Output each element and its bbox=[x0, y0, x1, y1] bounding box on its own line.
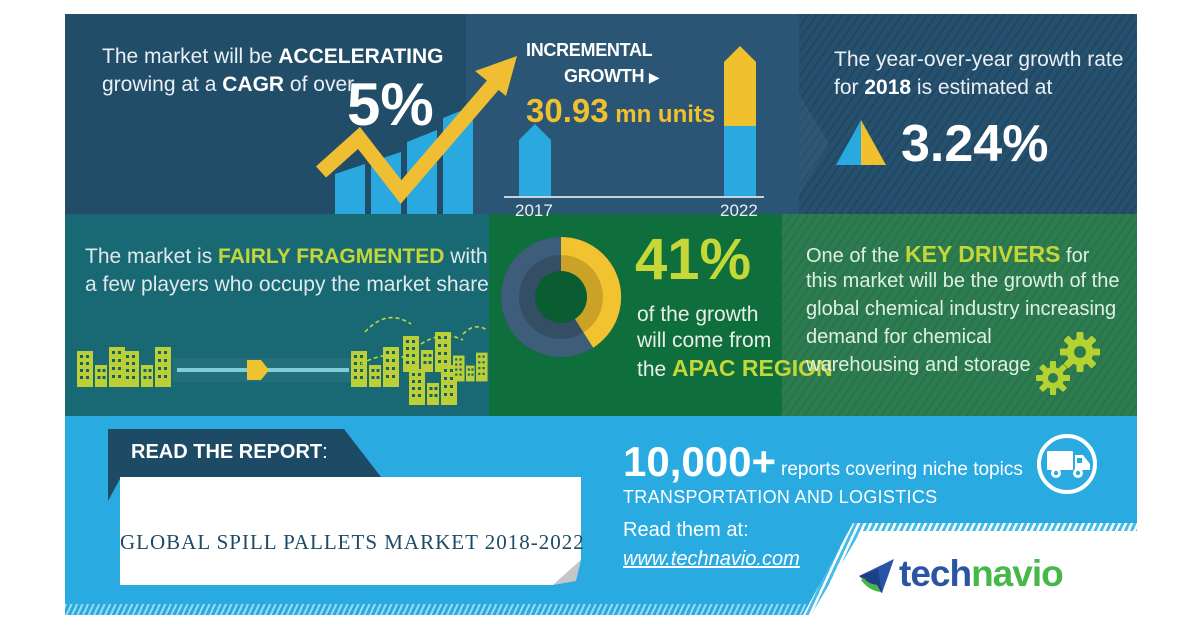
cagr-value: 5% bbox=[347, 71, 434, 138]
cagr-statement-line2: growing at a CAGR of over bbox=[102, 73, 355, 96]
bar-label-2017: 2017 bbox=[515, 201, 553, 220]
panel-key-drivers bbox=[782, 214, 1137, 416]
technavio-plane-icon bbox=[859, 559, 894, 593]
fragmented-bold: FAIRLY FRAGMENTED bbox=[218, 245, 445, 268]
drivers-line2: this market will be the growth of the bbox=[806, 270, 1120, 292]
incremental-heading-1: INCREMENTAL bbox=[526, 40, 653, 60]
yoy-line2: for 2018 is estimated at bbox=[834, 76, 1053, 99]
cagr-bold-accelerating: ACCELERATING bbox=[278, 45, 444, 68]
drivers-line4: demand for chemical bbox=[806, 326, 992, 348]
drivers-line3: global chemical industry increasing bbox=[806, 298, 1117, 320]
read-them-label: Read them at: bbox=[623, 519, 749, 541]
apac-line3: the APAC REGION bbox=[637, 355, 833, 381]
footer-hatch-strip bbox=[65, 604, 1137, 615]
logo-area: technavio bbox=[811, 531, 1137, 615]
apac-line1: of the growth bbox=[637, 303, 759, 326]
drivers-line5: warehousing and storage bbox=[806, 354, 1031, 376]
category-label: TRANSPORTATION AND LOGISTICS bbox=[623, 487, 938, 507]
technavio-wordmark: technavio bbox=[899, 553, 1064, 594]
read-report-label: READ THE REPORT: bbox=[131, 441, 328, 463]
reports-suffix: reports covering niche topics bbox=[781, 459, 1023, 480]
yoy-line1: The year-over-year growth rate bbox=[834, 48, 1124, 71]
cagr-bold-cagr: CAGR bbox=[222, 73, 285, 96]
reports-count: 10,000+ bbox=[623, 438, 776, 485]
yoy-bold-2018: 2018 bbox=[864, 76, 912, 99]
apac-region-bold: APAC REGION bbox=[672, 355, 833, 381]
key-drivers-bold: KEY DRIVERS bbox=[904, 241, 1061, 267]
report-title: GLOBAL SPILL PALLETS MARKET 2018-2022 bbox=[120, 530, 585, 554]
panel-yoy-growth bbox=[799, 14, 1137, 214]
technavio-url-link[interactable]: www.technavio.com bbox=[623, 548, 800, 570]
bar-label-2022: 2022 bbox=[720, 201, 758, 220]
apac-share-value: 41% bbox=[635, 227, 752, 292]
drivers-line1: One of the KEY DRIVERS for bbox=[806, 241, 1090, 267]
content-area: The market will be ACCELERATING growing … bbox=[65, 14, 1137, 615]
cagr-statement-line1: The market will be ACCELERATING bbox=[102, 44, 444, 70]
fragmented-line1: The market is FAIRLY FRAGMENTED with bbox=[85, 245, 488, 268]
fragmented-line2: a few players who occupy the market shar… bbox=[85, 273, 489, 296]
incremental-heading-2: GROWTH ▶ bbox=[564, 66, 660, 86]
play-arrow-icon: ▶ bbox=[648, 69, 660, 85]
apac-line2: will come from bbox=[637, 329, 772, 352]
yoy-value: 3.24% bbox=[901, 115, 1049, 173]
incremental-value: 30.93 mn units bbox=[526, 92, 716, 129]
cagr-text: The market will be bbox=[102, 45, 279, 68]
